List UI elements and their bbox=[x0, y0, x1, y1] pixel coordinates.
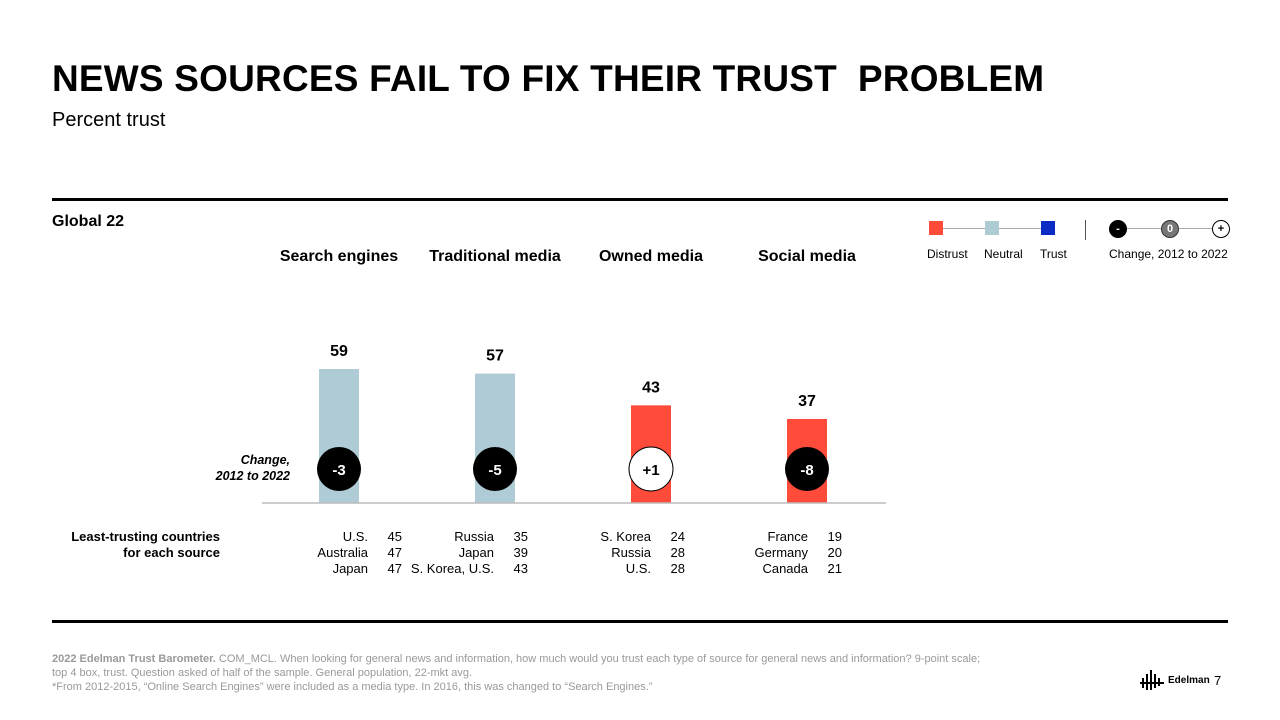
country-name: Japan bbox=[458, 545, 494, 560]
least-trusting-row: Australia 47 bbox=[228, 545, 402, 561]
country-name: France bbox=[767, 529, 808, 544]
change-badge-label: -5 bbox=[488, 462, 501, 479]
change-label-line1: Change, bbox=[240, 453, 290, 467]
country-name: Canada bbox=[762, 561, 808, 576]
country-value: 20 bbox=[827, 545, 842, 560]
least-trusting-traditional-media: Russia 35 Japan 39 S. Korea, U.S. 43 bbox=[388, 529, 528, 577]
least-trusting-row: S. Korea 24 bbox=[545, 529, 685, 545]
bar-value-label: 43 bbox=[642, 379, 660, 396]
footnote-line3: *From 2012-2015, “Online Search Engines”… bbox=[52, 681, 653, 693]
category-label-traditional-media: Traditional media bbox=[429, 248, 561, 265]
footnote-line1: 2022 Edelman Trust Barometer. COM_MCL. W… bbox=[52, 652, 1112, 666]
least-trusting-search-engines: U.S. 45 Australia 47 Japan 47 bbox=[228, 529, 402, 577]
least-trusting-row: Germany 20 bbox=[702, 545, 842, 561]
country-value: 28 bbox=[670, 561, 685, 576]
country-name: U.S. bbox=[342, 529, 368, 544]
category-label-social-media: Social media bbox=[758, 248, 856, 265]
least-trusting-row: Russia 28 bbox=[545, 545, 685, 561]
legend-distrust-label: Distrust bbox=[927, 247, 968, 261]
country-name: U.S. bbox=[625, 561, 651, 576]
bar-value-label: 57 bbox=[486, 348, 504, 365]
legend-divider bbox=[1085, 220, 1086, 240]
legend-change-label: Change, 2012 to 2022 bbox=[1109, 247, 1228, 261]
least-trusting-row: France 19 bbox=[702, 529, 842, 545]
change-badge bbox=[628, 446, 674, 492]
country-value: 28 bbox=[670, 545, 685, 560]
legend-minus-icon: - bbox=[1109, 220, 1127, 238]
least-trusting-owned-media: S. Korea 24 Russia 28 U.S. 28 bbox=[545, 529, 685, 577]
footnote-line2: top 4 box, trust. Question asked of half… bbox=[52, 667, 473, 679]
legend-neutral-label: Neutral bbox=[984, 247, 1023, 261]
country-value: 45 bbox=[387, 529, 402, 544]
least-trusting-row: Canada 21 bbox=[702, 561, 842, 577]
country-value: 47 bbox=[387, 561, 402, 576]
footnote-source: 2022 Edelman Trust Barometer. bbox=[52, 653, 216, 665]
change-badge-label: -3 bbox=[332, 462, 345, 479]
least-trusting-label: Least-trusting countries for each source bbox=[40, 529, 220, 561]
least-trusting-row: S. Korea, U.S. 43 bbox=[388, 561, 528, 577]
country-name: Russia bbox=[454, 529, 494, 544]
country-name: S. Korea bbox=[600, 529, 651, 544]
country-value: 43 bbox=[513, 561, 528, 576]
least-trusting-social-media: France 19 Germany 20 Canada 21 bbox=[702, 529, 842, 577]
legend-zero-icon: 0 bbox=[1161, 220, 1179, 238]
least-trusting-row: U.S. 28 bbox=[545, 561, 685, 577]
country-value: 47 bbox=[387, 545, 402, 560]
page-number: 7 bbox=[1214, 673, 1222, 688]
least-trusting-row: U.S. 45 bbox=[228, 529, 402, 545]
country-name: Russia bbox=[611, 545, 651, 560]
bar-value-label: 59 bbox=[330, 343, 348, 360]
footnote: 2022 Edelman Trust Barometer. COM_MCL. W… bbox=[52, 652, 1112, 694]
country-name: S. Korea, U.S. bbox=[410, 561, 494, 576]
section-label: Global 22 bbox=[52, 213, 125, 230]
change-label: Change, 2012 to 2022 bbox=[150, 452, 290, 484]
category-label-owned-media: Owned media bbox=[598, 248, 704, 265]
change-badge bbox=[785, 447, 829, 491]
bar-value-label: 37 bbox=[798, 393, 816, 410]
change-badge-label: -8 bbox=[800, 462, 813, 479]
least-trusting-label-line1: Least-trusting countries bbox=[71, 529, 220, 544]
least-trusting-row: Japan 39 bbox=[388, 545, 528, 561]
country-value: 19 bbox=[827, 529, 842, 544]
country-value: 35 bbox=[513, 529, 528, 544]
edelman-logo-icon bbox=[1140, 670, 1164, 690]
legend-distrust-swatch bbox=[929, 221, 943, 235]
logo-text: Edelman bbox=[1168, 675, 1210, 686]
least-trusting-label-line2: for each source bbox=[123, 545, 220, 560]
change-badge bbox=[317, 447, 361, 491]
legend-neutral-swatch bbox=[985, 221, 999, 235]
footnote-text1: COM_MCL. When looking for general news a… bbox=[215, 653, 981, 665]
page-title: NEWS SOURCES FAIL TO FIX THEIR TRUST PRO… bbox=[52, 58, 1045, 99]
country-value: 39 bbox=[513, 545, 528, 560]
change-badge-label: +1 bbox=[642, 462, 659, 479]
legend-trust-label: Trust bbox=[1040, 247, 1067, 261]
change-label-line2: 2012 to 2022 bbox=[215, 469, 290, 483]
country-name: Australia bbox=[317, 545, 368, 560]
country-name: Japan bbox=[332, 561, 368, 576]
country-name: Germany bbox=[754, 545, 808, 560]
bottom-divider bbox=[52, 620, 1228, 623]
legend-plus-icon: + bbox=[1212, 220, 1230, 238]
page-subtitle: Percent trust bbox=[52, 109, 166, 131]
legend-trust-swatch bbox=[1041, 221, 1055, 235]
change-badge bbox=[473, 447, 517, 491]
least-trusting-row: Japan 47 bbox=[228, 561, 402, 577]
country-value: 24 bbox=[670, 529, 685, 544]
least-trusting-row: Russia 35 bbox=[388, 529, 528, 545]
category-label-search-engines: Search engines bbox=[279, 248, 399, 265]
top-divider bbox=[52, 198, 1228, 201]
country-value: 21 bbox=[827, 561, 842, 576]
